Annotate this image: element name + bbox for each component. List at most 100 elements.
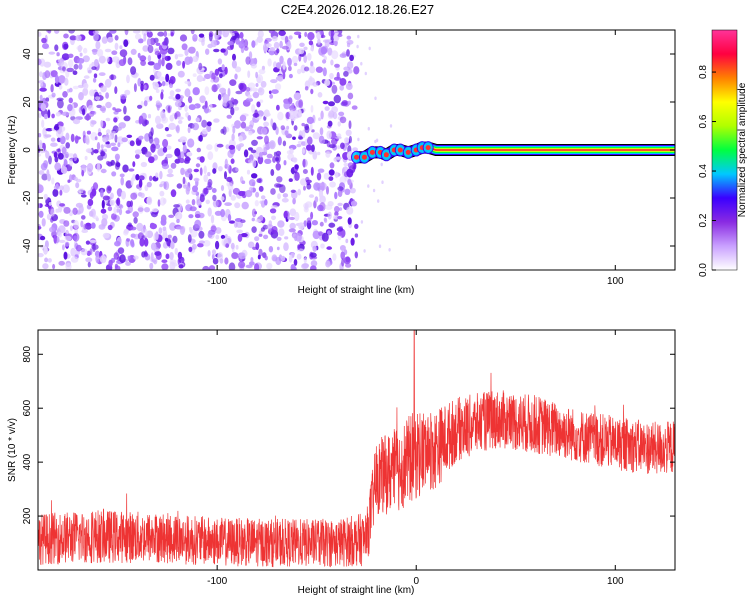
noise-blob — [325, 204, 333, 210]
noise-blob — [177, 70, 185, 78]
noise-speck — [367, 126, 370, 131]
noise-blob — [327, 211, 332, 220]
noise-blob — [328, 30, 335, 37]
noise-blob — [130, 233, 136, 238]
noise-blob — [63, 206, 71, 214]
noise-blob — [307, 136, 313, 145]
noise-blob — [268, 140, 276, 150]
noise-blob — [298, 99, 304, 109]
noise-blob — [251, 226, 257, 234]
noise-blob — [38, 31, 42, 37]
noise-blob — [292, 198, 296, 205]
noise-blob — [38, 170, 45, 175]
noise-blob — [119, 254, 126, 264]
noise-blob — [297, 188, 302, 196]
noise-blob — [126, 200, 132, 208]
noise-blob — [155, 172, 159, 178]
noise-blob — [219, 258, 224, 264]
noise-blob — [307, 53, 312, 61]
noise-blob — [192, 73, 197, 77]
noise-blob — [143, 100, 148, 107]
noise-blob — [179, 136, 187, 143]
noise-blob — [184, 159, 190, 164]
noise-blob — [87, 261, 91, 268]
noise-blob — [213, 48, 220, 53]
noise-blob — [80, 220, 84, 228]
noise-blob — [224, 171, 227, 180]
noise-blob — [333, 76, 342, 81]
noise-blob — [255, 71, 258, 79]
noise-blob — [294, 171, 300, 181]
noise-blob — [251, 104, 256, 114]
noise-blob — [244, 126, 250, 132]
noise-blob — [61, 53, 70, 61]
noise-blob — [269, 94, 274, 99]
noise-blob — [250, 257, 254, 263]
noise-blob — [323, 217, 327, 222]
noise-blob — [47, 258, 52, 263]
noise-blob — [65, 262, 72, 270]
noise-blob — [114, 35, 119, 41]
snr-y-tick-label: 800 — [22, 345, 33, 362]
noise-blob — [347, 92, 354, 100]
noise-blob — [137, 205, 144, 214]
noise-blob — [56, 148, 61, 152]
noise-blob — [315, 66, 323, 73]
noise-speck — [389, 124, 393, 128]
noise-blob — [289, 216, 295, 221]
noise-blob — [177, 53, 184, 58]
noise-blob — [234, 73, 238, 80]
noise-blob — [329, 181, 336, 188]
noise-blob — [237, 233, 243, 242]
noise-blob — [91, 66, 97, 71]
noise-blob — [43, 113, 49, 120]
noise-blob — [53, 125, 60, 131]
noise-blob — [191, 199, 196, 206]
colorbar-label: Normalized spectral amplitude — [737, 82, 748, 217]
noise-blob — [65, 142, 70, 149]
noise-blob — [54, 30, 60, 34]
noise-blob — [130, 48, 137, 56]
noise-blob — [121, 137, 128, 143]
noise-blob — [184, 170, 192, 178]
noise-blob — [59, 203, 65, 207]
noise-blob — [84, 135, 90, 144]
noise-blob — [201, 128, 208, 135]
noise-blob — [207, 250, 211, 257]
noise-blob — [83, 47, 88, 54]
noise-blob — [141, 251, 146, 258]
noise-blob — [100, 85, 107, 93]
noise-blob — [347, 217, 352, 225]
noise-blob — [38, 203, 41, 209]
noise-blob — [191, 122, 200, 131]
noise-blob — [70, 133, 75, 143]
noise-blob — [86, 130, 91, 135]
noise-blob — [232, 125, 236, 134]
noise-blob — [276, 176, 283, 183]
noise-blob — [192, 87, 200, 96]
noise-blob — [219, 73, 223, 79]
noise-blob — [93, 149, 99, 154]
noise-blob — [164, 127, 169, 132]
noise-blob — [130, 66, 137, 75]
noise-blob — [40, 162, 48, 171]
noise-blob — [114, 161, 120, 170]
colorbar: 0.0 0.2 0.4 0.6 0.8 Normalized spectral ampl… — [698, 29, 748, 277]
noise-blob — [328, 169, 335, 176]
noise-blob — [95, 217, 99, 222]
noise-speck — [372, 188, 376, 193]
noise-blob — [247, 70, 251, 78]
noise-blob — [98, 55, 106, 64]
noise-blob — [67, 104, 73, 112]
noise-blob — [319, 221, 324, 227]
noise-blob — [58, 225, 66, 234]
noise-blob — [322, 67, 327, 77]
noise-blob — [114, 153, 120, 161]
snr-panel: -100 0 100 200 400 600 800 Height of straight… — [7, 329, 676, 596]
noise-blob — [73, 235, 78, 241]
noise-blob — [258, 233, 263, 237]
noise-blob — [39, 71, 43, 78]
noise-blob — [270, 79, 278, 84]
noise-blob — [208, 32, 213, 42]
noise-blob — [304, 31, 308, 38]
